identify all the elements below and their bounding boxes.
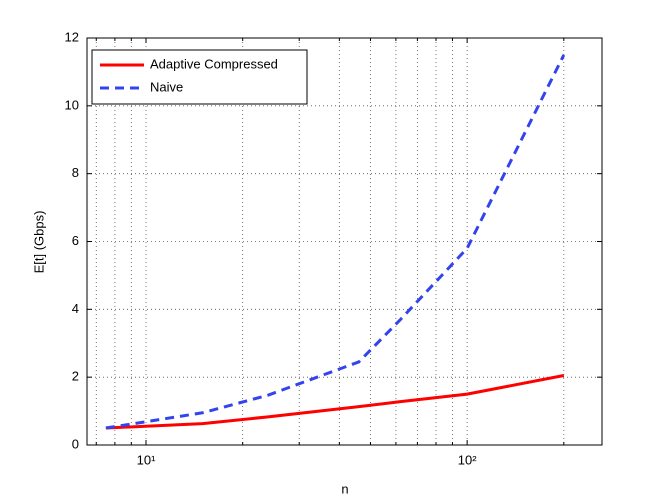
y-tick-label: 6 [72, 233, 79, 248]
y-tick-label: 0 [72, 436, 79, 451]
plot-frame [86, 37, 603, 446]
series-line [105, 373, 565, 430]
x-tick-label: 10¹ [137, 452, 156, 467]
legend-box [91, 49, 308, 105]
series-line [105, 54, 566, 430]
y-axis-label: E[t] (Gbps) [31, 211, 46, 274]
y-tick-label: 8 [72, 165, 79, 180]
y-tick-label: 2 [72, 369, 79, 384]
y-tick-label: 4 [72, 301, 79, 316]
y-tick-label: 10 [65, 97, 79, 112]
x-axis-label: n [341, 481, 348, 496]
x-tick-label: 10² [458, 452, 477, 467]
y-tick-label: 12 [65, 29, 79, 44]
legend-label: Adaptive Compressed [150, 56, 278, 71]
legend-label: Naive [150, 79, 183, 94]
